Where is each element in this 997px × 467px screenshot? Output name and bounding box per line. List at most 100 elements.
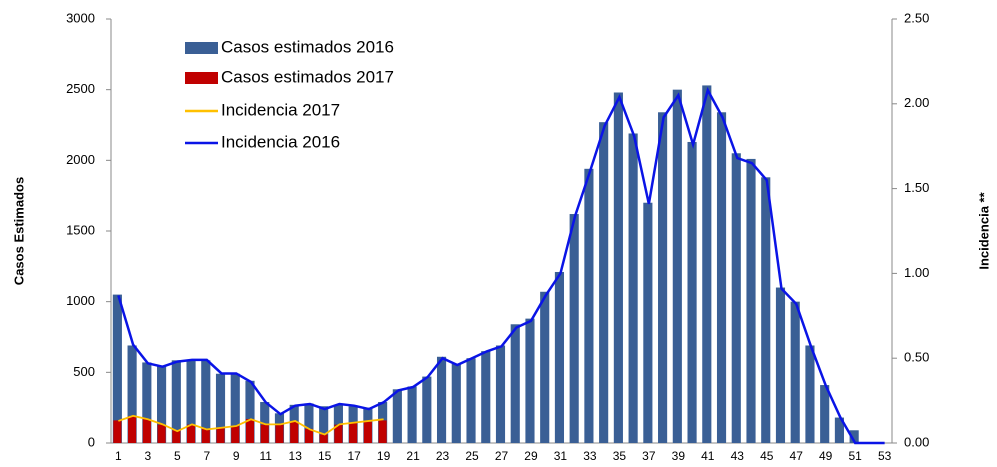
bar — [128, 416, 137, 443]
x-tick-label: 53 — [878, 449, 892, 462]
line — [118, 414, 384, 436]
bar — [157, 424, 166, 443]
y-tick-label: 2500 — [66, 81, 95, 96]
bar — [761, 177, 771, 443]
bar — [716, 112, 727, 443]
bar — [805, 345, 815, 443]
x-tick-label: 45 — [760, 449, 774, 462]
bar — [319, 434, 328, 443]
bar — [731, 153, 741, 443]
bar — [436, 356, 447, 443]
bar — [510, 324, 520, 443]
bar — [245, 418, 255, 443]
bar — [142, 362, 152, 443]
bar — [275, 424, 284, 443]
x-tick-label: 33 — [583, 449, 597, 462]
y-tick-label: 3000 — [66, 10, 95, 25]
bar — [260, 402, 270, 443]
bar — [230, 373, 240, 443]
y2-tick-label: 0.00 — [904, 434, 929, 449]
bar — [849, 430, 859, 443]
x-tick-label: 37 — [642, 449, 656, 462]
x-tick-label: 43 — [731, 449, 745, 462]
bar — [407, 386, 417, 443]
x-tick-label: 11 — [259, 449, 272, 462]
x-tick-label: 25 — [465, 449, 479, 462]
legend-label: Casos estimados 2016 — [221, 37, 394, 56]
bar — [334, 424, 343, 443]
y2-tick-label: 1.50 — [904, 180, 929, 195]
bar — [201, 428, 210, 443]
x-tick-label: 49 — [819, 449, 833, 462]
bar — [215, 373, 226, 443]
bar — [127, 345, 137, 443]
bar — [349, 423, 358, 443]
bar — [172, 430, 181, 443]
bar — [392, 389, 402, 443]
y2-axis-label: Incidencia ** — [976, 191, 991, 269]
bar — [569, 214, 579, 443]
bar — [186, 359, 196, 443]
y-tick-label: 0 — [88, 434, 95, 449]
bar — [201, 360, 211, 443]
y-tick-label: 1000 — [66, 293, 95, 308]
bar — [157, 365, 167, 443]
legend-label: Casos estimados 2017 — [221, 67, 394, 86]
legend-label: Incidencia 2017 — [221, 100, 340, 119]
bar — [319, 406, 329, 443]
x-tick-label: 51 — [848, 449, 862, 462]
x-tick-label: 15 — [318, 449, 332, 462]
x-tick-label: 5 — [174, 449, 181, 462]
x-tick-label: 41 — [701, 449, 715, 462]
bar — [171, 360, 181, 443]
y2-tick-label: 0.50 — [904, 350, 929, 365]
x-tick-label: 7 — [203, 449, 210, 462]
x-tick-label: 39 — [672, 449, 686, 462]
bar — [304, 428, 313, 443]
x-tick-label: 13 — [289, 449, 303, 462]
y-tick-label: 500 — [73, 364, 95, 379]
x-tick-label: 19 — [377, 449, 391, 462]
bar — [363, 421, 372, 443]
y-tick-label: 1500 — [66, 222, 95, 237]
x-tick-label: 1 — [115, 449, 122, 462]
bar — [702, 85, 712, 443]
bar — [584, 168, 594, 443]
bar — [245, 380, 255, 443]
bar — [672, 89, 682, 444]
x-tick-label: 29 — [524, 449, 538, 462]
bar — [746, 158, 756, 444]
bar — [304, 403, 314, 443]
bar — [790, 301, 800, 443]
x-tick-label: 21 — [406, 449, 420, 462]
bar — [216, 427, 225, 443]
bar — [231, 426, 240, 443]
bar — [775, 287, 786, 443]
x-tick-label: 23 — [436, 449, 450, 462]
bar — [834, 417, 844, 443]
bar — [260, 424, 269, 443]
legend-label: Incidencia 2016 — [221, 132, 340, 151]
bar — [495, 345, 506, 443]
x-tick-label: 35 — [613, 449, 627, 462]
y2-tick-label: 2.00 — [904, 95, 929, 110]
legend-swatch — [185, 72, 218, 84]
bar — [186, 424, 196, 443]
bar — [481, 351, 491, 443]
y2-tick-label: 2.50 — [904, 10, 929, 25]
bar — [112, 294, 122, 443]
bar — [820, 385, 830, 443]
bar — [451, 363, 461, 443]
bar — [540, 291, 550, 443]
bar — [422, 376, 432, 443]
y2-tick-label: 1.00 — [904, 265, 929, 280]
bar — [113, 420, 122, 443]
bar — [687, 141, 697, 443]
bar — [599, 122, 609, 443]
bar — [466, 358, 476, 443]
x-tick-label: 27 — [495, 449, 509, 462]
y-axis-label: Casos Estimados — [11, 177, 26, 285]
x-tick-label: 47 — [790, 449, 804, 462]
y-tick-label: 2000 — [66, 152, 95, 167]
